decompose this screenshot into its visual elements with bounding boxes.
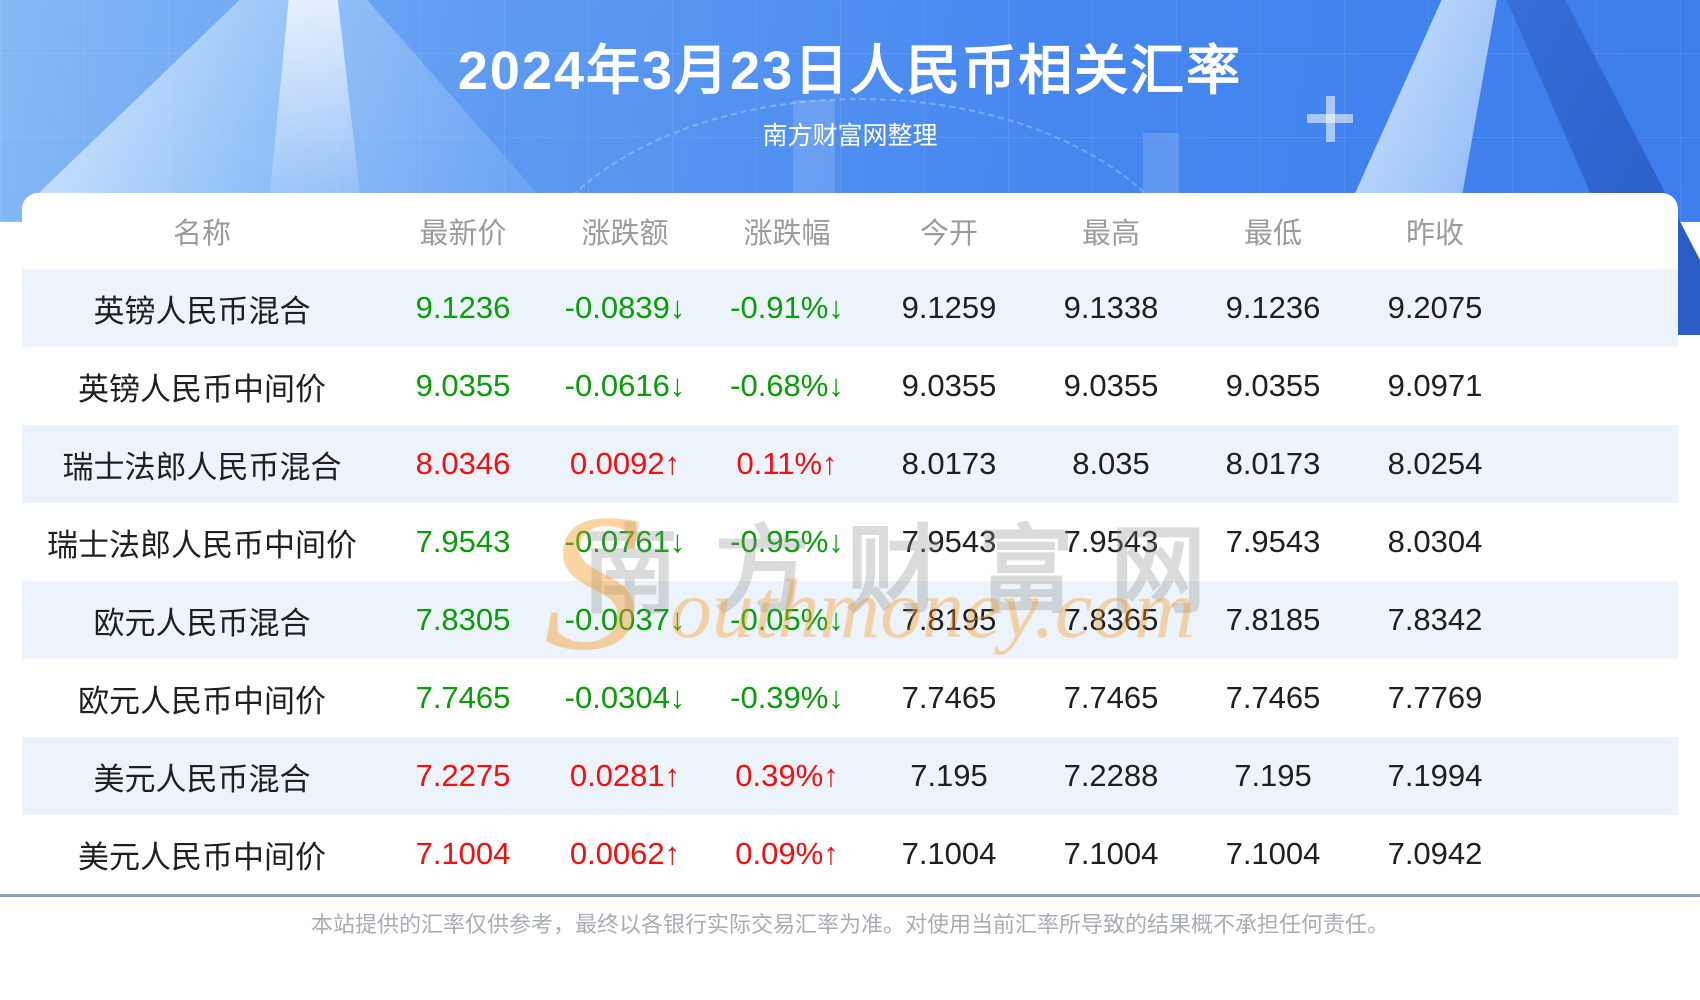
cell-name: 英镑人民币混合 — [93, 293, 311, 329]
cell-name: 欧元人民币混合 — [93, 605, 311, 641]
row-spacer — [1516, 815, 1678, 893]
cell-change_pct: 0.39%↑ — [735, 758, 839, 793]
cell-low: 7.195 — [1234, 758, 1312, 793]
cell-high: 9.0355 — [1063, 368, 1159, 403]
cell-open: 7.1004 — [901, 836, 997, 871]
cell-latest: 7.9543 — [415, 524, 511, 559]
cell-low: 8.0173 — [1225, 446, 1321, 481]
cell-change: -0.0761↓ — [564, 524, 686, 559]
table-header-row: 名称 最新价 涨跌额 涨跌幅 今开 最高 最低 昨收 — [22, 193, 1678, 269]
cell-high: 7.1004 — [1063, 836, 1159, 871]
cell-change_pct: -0.68%↓ — [730, 368, 844, 403]
cell-change: -0.0839↓ — [564, 290, 686, 325]
cell-prev_close: 8.0304 — [1387, 524, 1483, 559]
cell-name: 美元人民币中间价 — [78, 839, 326, 875]
table-row: 英镑人民币中间价 9.0355 -0.0616↓ -0.68%↓ 9.0355 9.035… — [22, 347, 1678, 425]
cell-open: 8.0173 — [901, 446, 997, 481]
cell-change_pct: -0.05%↓ — [730, 602, 844, 637]
exchange-rates-table: 名称 最新价 涨跌额 涨跌幅 今开 最高 最低 昨收 英镑人民币混合 9.1236 -0.0839… — [22, 193, 1678, 893]
cell-change_pct: 0.11%↑ — [736, 446, 838, 481]
cell-high: 9.1338 — [1063, 290, 1159, 325]
cell-change: 0.0062↑ — [569, 836, 681, 871]
header-spacer — [1516, 193, 1678, 269]
cell-open: 7.8195 — [901, 602, 997, 637]
table-row: 英镑人民币混合 9.1236 -0.0839↓ -0.91%↓ 9.1259 9.1338… — [22, 269, 1678, 347]
cell-name: 英镑人民币中间价 — [78, 371, 326, 407]
column-header: 最高 — [1081, 218, 1140, 250]
cell-high: 7.8365 — [1063, 602, 1159, 637]
cell-name: 瑞士法郎人民币中间价 — [47, 527, 357, 563]
cell-low: 9.1236 — [1225, 290, 1321, 325]
column-header: 最新价 — [419, 218, 507, 250]
row-spacer — [1516, 269, 1678, 347]
cell-open: 7.195 — [910, 758, 988, 793]
cell-prev_close: 9.0971 — [1387, 368, 1483, 403]
cell-latest: 7.7465 — [415, 680, 511, 715]
cell-change: 0.0281↑ — [569, 758, 681, 793]
cell-open: 9.1259 — [901, 290, 997, 325]
cell-open: 7.9543 — [901, 524, 997, 559]
cell-prev_close: 9.2075 — [1387, 290, 1483, 325]
table-row: 美元人民币中间价 7.1004 0.0062↑ 0.09%↑ 7.1004 7.1004 7… — [22, 815, 1678, 893]
cell-open: 9.0355 — [901, 368, 997, 403]
cell-change: -0.0616↓ — [564, 368, 686, 403]
cell-latest: 9.0355 — [415, 368, 511, 403]
page-title: 2024年3月23日人民币相关汇率 — [457, 41, 1243, 101]
cell-change_pct: -0.95%↓ — [730, 524, 844, 559]
row-spacer — [1516, 503, 1678, 581]
column-header: 今开 — [919, 218, 978, 250]
cell-change_pct: -0.91%↓ — [730, 290, 844, 325]
cell-high: 7.2288 — [1063, 758, 1159, 793]
footer-divider — [0, 894, 1700, 897]
cell-change_pct: -0.39%↓ — [730, 680, 844, 715]
cell-low: 7.7465 — [1225, 680, 1321, 715]
row-spacer — [1516, 347, 1678, 425]
cell-name: 美元人民币混合 — [93, 761, 311, 797]
cell-open: 7.7465 — [901, 680, 997, 715]
table-row: 美元人民币混合 7.2275 0.0281↑ 0.39%↑ 7.195 7.2288 7.1… — [22, 737, 1678, 815]
cell-change_pct: 0.09%↑ — [735, 836, 839, 871]
row-spacer — [1516, 581, 1678, 659]
cell-prev_close: 7.1994 — [1387, 758, 1483, 793]
cell-latest: 8.0346 — [415, 446, 511, 481]
cell-prev_close: 8.0254 — [1387, 446, 1483, 481]
cell-low: 7.9543 — [1225, 524, 1321, 559]
row-spacer — [1516, 425, 1678, 503]
banner-plus-icon — [1307, 114, 1353, 123]
column-header: 最低 — [1243, 218, 1302, 250]
cell-latest: 9.1236 — [415, 290, 511, 325]
column-header: 涨跌幅 — [743, 218, 831, 250]
cell-high: 7.7465 — [1063, 680, 1159, 715]
column-header: 昨收 — [1405, 218, 1464, 250]
cell-latest: 7.1004 — [415, 836, 511, 871]
cell-change: -0.0037↓ — [564, 602, 686, 637]
table-row: 欧元人民币中间价 7.7465 -0.0304↓ -0.39%↓ 7.7465 7.746… — [22, 659, 1678, 737]
cell-prev_close: 7.0942 — [1387, 836, 1483, 871]
cell-low: 7.1004 — [1225, 836, 1321, 871]
cell-latest: 7.2275 — [415, 758, 511, 793]
row-spacer — [1516, 659, 1678, 737]
cell-prev_close: 7.7769 — [1387, 680, 1483, 715]
cell-prev_close: 7.8342 — [1387, 602, 1483, 637]
page-subtitle: 南方财富网整理 — [762, 122, 938, 150]
cell-latest: 7.8305 — [415, 602, 511, 637]
row-spacer — [1516, 737, 1678, 815]
rates-card: 名称 最新价 涨跌额 涨跌幅 今开 最高 最低 昨收 英镑人民币混合 9.1236 -0.0839… — [22, 193, 1678, 893]
cell-low: 7.8185 — [1225, 602, 1321, 637]
cell-low: 9.0355 — [1225, 368, 1321, 403]
cell-name: 瑞士法郎人民币混合 — [62, 449, 342, 485]
cell-change: -0.0304↓ — [564, 680, 686, 715]
cell-name: 欧元人民币中间价 — [78, 683, 326, 719]
table-row: 欧元人民币混合 7.8305 -0.0037↓ -0.05%↓ 7.8195 7.8365… — [22, 581, 1678, 659]
cell-high: 7.9543 — [1063, 524, 1159, 559]
table-row: 瑞士法郎人民币中间价 7.9543 -0.0761↓ -0.95%↓ 7.9543 7.9… — [22, 503, 1678, 581]
cell-change: 0.0092↑ — [569, 446, 681, 481]
column-header: 名称 — [172, 218, 231, 250]
cell-high: 8.035 — [1072, 446, 1150, 481]
column-header: 涨跌额 — [581, 218, 669, 250]
disclaimer-text: 本站提供的汇率仅供参考，最终以各银行实际交易汇率为准。对使用当前汇率所导致的结果… — [310, 912, 1389, 937]
table-row: 瑞士法郎人民币混合 8.0346 0.0092↑ 0.11%↑ 8.0173 8.035 8… — [22, 425, 1678, 503]
